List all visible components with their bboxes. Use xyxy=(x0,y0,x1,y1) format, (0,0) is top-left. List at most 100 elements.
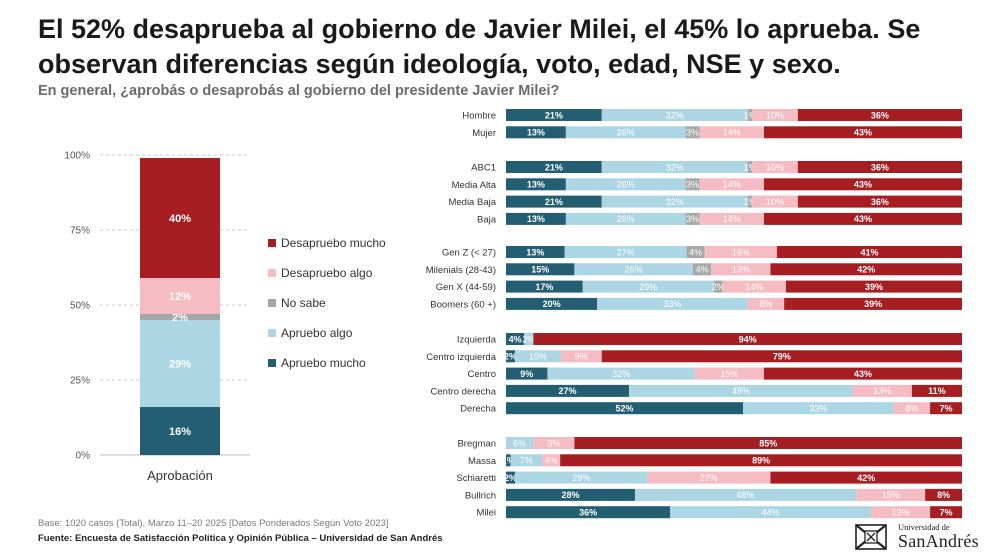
bar-segment xyxy=(713,280,723,293)
y-tick-label: 75% xyxy=(70,226,90,237)
bar-data-label: 1% xyxy=(502,456,515,466)
bar-segment xyxy=(670,506,871,519)
bar-data-label: 13% xyxy=(527,128,545,138)
bar-segment xyxy=(565,126,686,139)
bar-segment xyxy=(574,437,962,449)
bar-segment xyxy=(694,367,764,380)
bar-data-label: 42% xyxy=(857,265,875,275)
bar-segment xyxy=(763,367,962,380)
bar-data-label: 14% xyxy=(723,128,741,138)
bar-data-label: 28% xyxy=(561,490,579,500)
footnote-source: Fuente: Encuesta de Satisfacción Polític… xyxy=(38,533,443,544)
bar-segment xyxy=(647,471,771,484)
bar-data-label: 94% xyxy=(739,334,757,344)
bar-segment xyxy=(747,297,785,310)
bar-data-label: 14% xyxy=(723,180,741,190)
bar-data-label: 4% xyxy=(509,334,522,344)
bar-data-label: 14% xyxy=(723,214,741,224)
bar-segment xyxy=(506,350,516,363)
bar-data-label: 20% xyxy=(543,299,561,309)
legend-swatch xyxy=(268,299,276,307)
y-tick-label: 50% xyxy=(70,301,90,312)
row-label: Centro xyxy=(467,369,496,380)
bar-segment xyxy=(722,280,786,293)
bar-segment xyxy=(601,195,748,208)
bar-segment xyxy=(752,161,798,173)
bar-data-label: 4% xyxy=(696,265,709,275)
row-label: Centro izquierda xyxy=(426,352,496,363)
row-label: Milenials (28-43) xyxy=(426,265,496,276)
bar-data-label: 8% xyxy=(759,299,772,309)
bar-segment xyxy=(601,161,748,173)
bar-data-label: 52% xyxy=(616,404,634,414)
legend-item: Apruebo mucho xyxy=(268,356,366,370)
bar-data-label: 8% xyxy=(905,404,918,414)
bar-segment xyxy=(533,437,575,449)
chart-title: El 52% desaprueba al gobierno de Javier … xyxy=(38,14,921,79)
bar-segment xyxy=(704,246,777,258)
bar-segment xyxy=(565,212,686,225)
bar-segment xyxy=(747,195,753,208)
bar-data-label: 2% xyxy=(504,473,517,483)
bar-segment xyxy=(560,454,962,467)
row-label: Gen Z (< 27) xyxy=(442,248,496,259)
bar-data-label: 32% xyxy=(666,110,684,120)
university-logo: Universidad de SanAndrés xyxy=(852,521,992,551)
bar-data-label: 11% xyxy=(928,386,946,396)
bar-data-label: 10% xyxy=(766,110,784,120)
bar-segment xyxy=(506,437,534,449)
bar-segment xyxy=(752,195,798,208)
bar-segment xyxy=(629,384,853,397)
legend-swatch xyxy=(268,359,276,367)
crest-icon xyxy=(855,524,887,550)
legend-item: Desapruebo algo xyxy=(268,266,372,280)
bar-segment xyxy=(524,333,534,345)
bar-segment xyxy=(797,195,962,208)
bar-segment xyxy=(763,178,962,191)
bar-data-label: 27% xyxy=(559,386,577,396)
bar-data-label: 15% xyxy=(531,265,549,275)
bar-segment xyxy=(925,488,962,501)
bar-data-label: 10% xyxy=(529,352,547,362)
bar-segment xyxy=(582,280,714,293)
bar-data-label: 3% xyxy=(686,180,699,190)
bar-segment xyxy=(506,384,630,397)
x-category-label: Aprobación xyxy=(147,468,213,483)
bar-data-label: 44% xyxy=(761,508,779,518)
bar-segment xyxy=(870,506,931,519)
bar-segment xyxy=(692,263,712,276)
bar-segment xyxy=(506,471,516,484)
bar-segment xyxy=(685,212,700,225)
y-tick-label: 25% xyxy=(70,376,90,387)
legend-item: Desapruebo mucho xyxy=(268,236,386,250)
logo-line-2: SanAndrés xyxy=(898,531,979,551)
legend-swatch xyxy=(268,239,276,247)
footnote-base: Base: 1020 casos (Total), Marzo 11–20 20… xyxy=(38,518,389,529)
bar-data-label: 13% xyxy=(526,247,544,257)
bar-segment xyxy=(506,178,566,191)
bar-segment xyxy=(515,350,561,363)
bar-data-label: 26% xyxy=(625,265,643,275)
bar-segment xyxy=(547,367,695,380)
row-label: Baja xyxy=(477,214,497,225)
bar-segment xyxy=(506,402,744,415)
bar-segment xyxy=(506,195,602,208)
column-data-label: 16% xyxy=(169,426,191,438)
bar-data-label: 32% xyxy=(666,197,684,207)
legend-item: No sabe xyxy=(268,296,326,310)
bar-data-label: 36% xyxy=(871,110,889,120)
bar-data-label: 1% xyxy=(743,197,756,207)
bar-segment xyxy=(574,263,693,276)
bar-segment xyxy=(506,367,548,380)
y-tick-label: 100% xyxy=(64,151,90,162)
bar-segment xyxy=(542,454,561,467)
bar-data-label: 10% xyxy=(766,162,784,172)
bar-segment xyxy=(699,178,764,191)
bar-data-label: 4% xyxy=(689,247,702,257)
bar-data-label: 43% xyxy=(854,180,872,190)
bar-segment xyxy=(506,126,566,139)
bar-data-label: 9% xyxy=(520,369,533,379)
bar-data-label: 2% xyxy=(522,334,535,344)
bar-segment xyxy=(930,402,962,415)
bar-data-label: 16% xyxy=(732,247,750,257)
